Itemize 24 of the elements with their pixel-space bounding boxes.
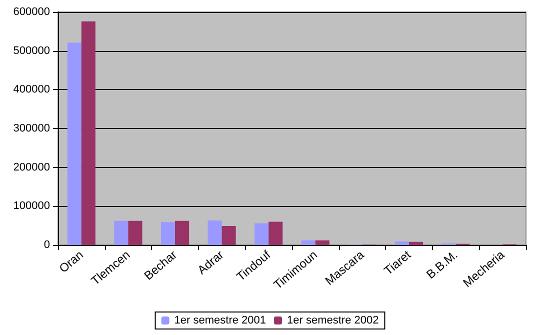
bar [175, 220, 190, 245]
bar [160, 222, 175, 245]
bar [114, 220, 128, 245]
bar [409, 242, 424, 245]
y-tick-label: 600000 [13, 6, 50, 18]
bar [394, 242, 409, 245]
bar [67, 42, 82, 245]
legend-label: 1er semestre 2002 [287, 314, 379, 326]
y-tick-label: 100000 [13, 200, 50, 212]
y-tick-label: 300000 [13, 122, 50, 134]
bar [268, 222, 283, 245]
bar [315, 240, 330, 245]
x-tick-label: Oran [56, 248, 86, 276]
y-tick-label: 400000 [13, 84, 50, 96]
y-tick-label: 200000 [13, 161, 50, 174]
bar [254, 223, 269, 245]
bar [208, 220, 222, 245]
bar [222, 226, 236, 245]
y-tick-label: 0 [44, 239, 50, 251]
legend-label: 1er semestre 2001 [174, 314, 266, 326]
bar [81, 21, 96, 245]
bar [128, 220, 142, 245]
bar [301, 240, 316, 245]
y-tick-label: 500000 [13, 44, 50, 57]
